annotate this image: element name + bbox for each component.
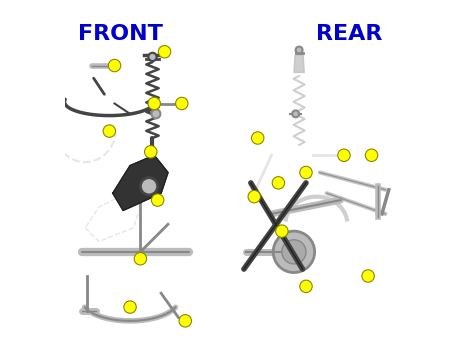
- Circle shape: [276, 225, 288, 237]
- Circle shape: [296, 47, 302, 53]
- Circle shape: [158, 46, 171, 58]
- Circle shape: [179, 315, 191, 327]
- Circle shape: [151, 194, 164, 206]
- Circle shape: [252, 132, 264, 144]
- Circle shape: [148, 97, 160, 110]
- Circle shape: [300, 280, 312, 293]
- Circle shape: [282, 240, 306, 264]
- Circle shape: [273, 231, 315, 273]
- Circle shape: [338, 149, 350, 161]
- Circle shape: [365, 149, 378, 161]
- Circle shape: [124, 301, 136, 313]
- Polygon shape: [113, 155, 168, 210]
- Circle shape: [300, 166, 312, 179]
- Circle shape: [248, 190, 260, 203]
- Circle shape: [151, 109, 160, 118]
- Circle shape: [134, 253, 146, 265]
- Circle shape: [148, 53, 156, 61]
- Circle shape: [145, 146, 157, 158]
- Circle shape: [140, 178, 158, 195]
- Circle shape: [103, 125, 116, 137]
- Circle shape: [362, 270, 374, 282]
- Circle shape: [109, 59, 121, 72]
- Circle shape: [292, 110, 299, 117]
- Circle shape: [175, 97, 188, 110]
- Text: FRONT: FRONT: [78, 24, 163, 44]
- Text: REAR: REAR: [316, 24, 383, 44]
- Circle shape: [272, 177, 284, 189]
- Polygon shape: [294, 55, 304, 72]
